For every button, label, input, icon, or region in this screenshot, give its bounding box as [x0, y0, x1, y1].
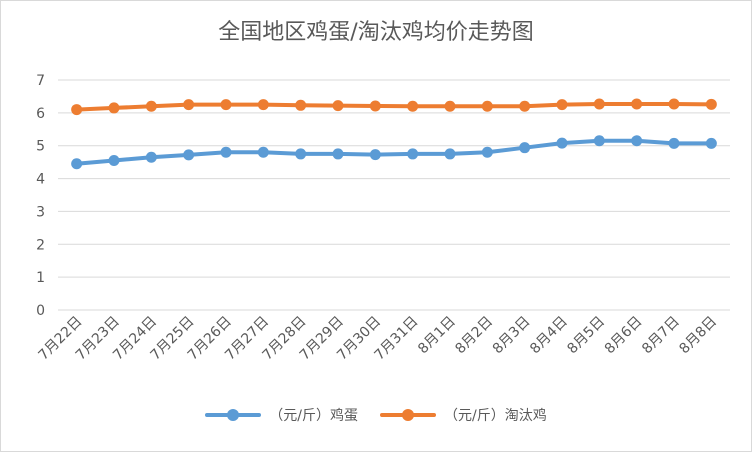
x-tick-label: 8月1日 — [415, 314, 459, 358]
x-tick-label: 8月2日 — [452, 314, 496, 358]
y-axis-ticks: 0 1 2 3 4 5 6 7 — [36, 73, 45, 319]
x-tick-label: 8月8日 — [676, 314, 720, 358]
legend-label-egg: （元/斤）鸡蛋 — [269, 408, 358, 424]
data-point[interactable] — [332, 100, 344, 112]
series-group — [71, 98, 717, 170]
chart-title: 全国地区鸡蛋/淘汰鸡均价走势图 — [218, 20, 534, 45]
series-0 — [71, 135, 717, 170]
data-point[interactable] — [631, 135, 643, 147]
data-point[interactable] — [220, 146, 232, 158]
legend: （元/斤）鸡蛋 （元/斤）淘汰鸡 — [0, 405, 752, 425]
data-point[interactable] — [407, 100, 419, 112]
data-point[interactable] — [369, 149, 381, 161]
data-point[interactable] — [556, 99, 568, 111]
y-tick-label: 6 — [36, 106, 45, 122]
series-line — [74, 101, 714, 112]
data-point[interactable] — [519, 142, 531, 154]
data-point[interactable] — [631, 98, 643, 110]
gridlines — [58, 79, 730, 311]
series-line — [74, 138, 714, 166]
data-point[interactable] — [257, 146, 269, 158]
data-point[interactable] — [108, 155, 120, 166]
series-1 — [71, 98, 717, 116]
data-point[interactable] — [444, 100, 456, 112]
data-point[interactable] — [220, 99, 232, 111]
data-point[interactable] — [668, 137, 680, 149]
data-point[interactable] — [332, 148, 344, 160]
data-point[interactable] — [71, 158, 83, 170]
legend-item-culled-hen[interactable]: （元/斤）淘汰鸡 — [380, 405, 547, 425]
data-point[interactable] — [183, 99, 195, 111]
data-point[interactable] — [183, 149, 195, 161]
data-point[interactable] — [668, 98, 680, 110]
legend-item-egg[interactable]: （元/斤）鸡蛋 — [205, 405, 358, 425]
x-tick-label: 8月6日 — [602, 314, 646, 358]
data-point[interactable] — [108, 102, 120, 114]
x-tick-label: 8月5日 — [564, 314, 608, 358]
data-point[interactable] — [593, 98, 605, 110]
y-tick-label: 1 — [36, 270, 45, 286]
data-point[interactable] — [481, 146, 493, 158]
legend-label-culled-hen: （元/斤）淘汰鸡 — [444, 408, 547, 424]
data-point[interactable] — [369, 100, 381, 112]
data-point[interactable] — [519, 100, 531, 112]
y-tick-label: 5 — [36, 139, 45, 155]
data-point[interactable] — [407, 148, 419, 160]
data-point[interactable] — [145, 151, 157, 163]
x-axis-ticks: 7月22日7月23日7月24日7月25日7月26日7月27日7月28日7月29日… — [35, 314, 720, 364]
data-point[interactable] — [593, 135, 605, 147]
y-tick-label: 3 — [36, 204, 45, 220]
x-tick-label: 8月7日 — [639, 314, 683, 358]
data-point[interactable] — [145, 100, 157, 112]
y-tick-label: 4 — [36, 172, 45, 188]
data-point[interactable] — [444, 148, 456, 160]
x-tick-label: 8月4日 — [527, 314, 571, 358]
y-tick-label: 2 — [36, 237, 45, 253]
data-point[interactable] — [705, 98, 717, 110]
data-point[interactable] — [556, 137, 568, 149]
legend-swatch-egg — [205, 409, 262, 421]
data-point[interactable] — [481, 100, 493, 112]
data-point[interactable] — [295, 99, 307, 111]
legend-swatch-culled-hen — [380, 409, 436, 421]
data-point[interactable] — [71, 104, 83, 116]
x-tick-label: 8月3日 — [490, 314, 534, 358]
data-point[interactable] — [705, 137, 717, 149]
y-tick-label: 7 — [36, 73, 45, 89]
y-tick-label: 0 — [36, 303, 45, 319]
data-point[interactable] — [295, 148, 307, 160]
data-point[interactable] — [257, 99, 269, 111]
